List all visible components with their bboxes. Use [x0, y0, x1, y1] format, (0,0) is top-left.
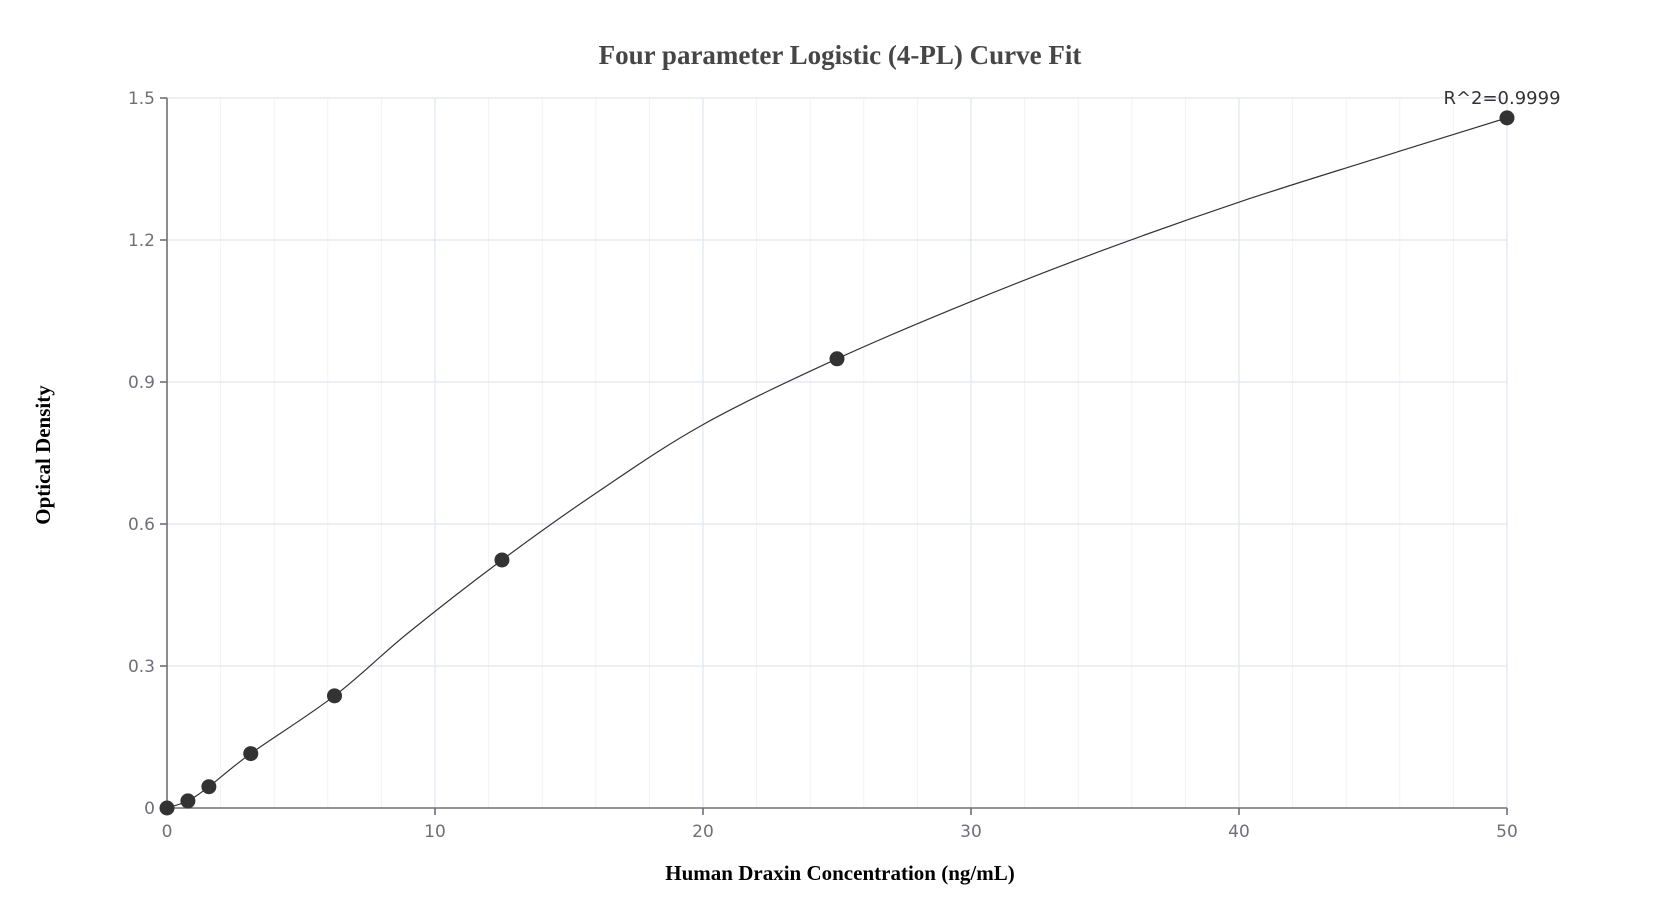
y-tick-label: 0.6 [128, 515, 155, 535]
data-point [1499, 110, 1515, 126]
y-axis-title: Optical Density [31, 385, 55, 525]
x-tick-label: 40 [1228, 822, 1250, 842]
axes [160, 97, 1508, 815]
chart-title: Four parameter Logistic (4-PL) Curve Fit [599, 40, 1082, 70]
x-axis-title: Human Draxin Concentration (ng/mL) [665, 861, 1014, 885]
data-points [159, 110, 1515, 816]
fit-curve [166, 117, 1508, 809]
data-point [180, 793, 196, 809]
y-tick-label: 1.2 [128, 231, 155, 251]
data-point [829, 351, 845, 367]
data-point [243, 746, 259, 762]
data-point [201, 779, 217, 795]
y-tick-label: 1.5 [128, 89, 155, 109]
x-tick-label: 50 [1496, 822, 1518, 842]
x-tick-label: 0 [162, 822, 173, 842]
tick-labels: 0 10 20 30 40 50 0 0.3 0.6 0.9 1.2 1.5 [128, 89, 1518, 842]
data-point [159, 800, 175, 816]
x-tick-label: 10 [424, 822, 446, 842]
x-tick-label: 30 [960, 822, 982, 842]
y-tick-label: 0.3 [128, 657, 155, 677]
data-point [327, 688, 342, 704]
x-tick-label: 20 [692, 822, 714, 842]
data-point [494, 552, 510, 568]
grid-lines [167, 97, 1508, 808]
y-tick-label: 0 [144, 799, 155, 819]
y-tick-label: 0.9 [128, 373, 155, 393]
r-squared-annotation: R^2=0.9999 [1443, 88, 1560, 109]
